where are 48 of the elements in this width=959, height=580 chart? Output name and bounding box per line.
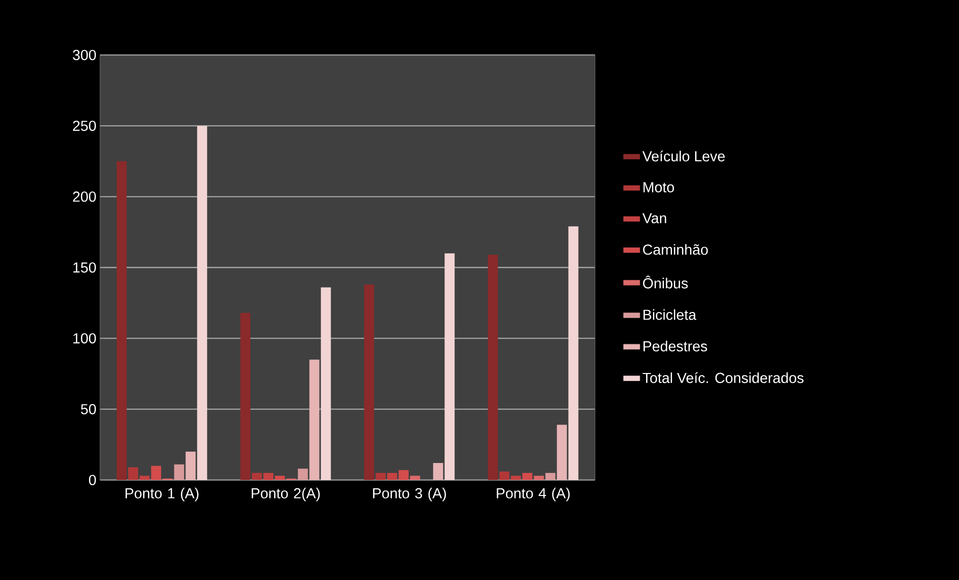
bar bbox=[263, 472, 274, 480]
bar bbox=[433, 463, 444, 480]
bar bbox=[522, 472, 532, 480]
bar bbox=[444, 253, 455, 480]
legend-label: Moto bbox=[644, 182, 674, 192]
legend-label: Total Veíc. Considerados bbox=[642, 372, 804, 384]
y-tick-label: 100 bbox=[73, 333, 96, 344]
bar bbox=[240, 312, 250, 480]
bar bbox=[410, 476, 420, 480]
bar bbox=[488, 254, 498, 480]
bar bbox=[186, 452, 196, 480]
bar bbox=[398, 470, 409, 480]
bar bbox=[128, 467, 138, 480]
legend-label: Ônibus bbox=[643, 276, 688, 288]
bar bbox=[534, 476, 544, 480]
x-tick-label: Ponto 4 (A) bbox=[496, 488, 570, 502]
bar bbox=[510, 476, 521, 480]
bar bbox=[376, 472, 386, 480]
y-tick-label: 50 bbox=[80, 404, 96, 414]
legend-label: Pedestres bbox=[644, 340, 708, 352]
bar bbox=[364, 284, 374, 480]
x-tick-label: Ponto 1 (A) bbox=[126, 488, 198, 502]
legend-label: Van bbox=[642, 213, 666, 224]
bar bbox=[140, 476, 150, 480]
bar bbox=[320, 287, 331, 480]
legend-label: Veículo Leve bbox=[642, 150, 725, 162]
bar bbox=[197, 126, 208, 480]
bar bbox=[499, 472, 510, 480]
bar bbox=[151, 466, 162, 480]
bar bbox=[252, 472, 262, 480]
bar bbox=[568, 226, 578, 480]
bar bbox=[309, 360, 320, 480]
x-tick-label: Ponto 3 (A) bbox=[373, 488, 446, 502]
y-tick-label: 300 bbox=[72, 50, 96, 60]
bar bbox=[116, 161, 127, 480]
legend-label: Bicicleta bbox=[644, 309, 696, 320]
bar bbox=[387, 472, 398, 480]
bar bbox=[298, 468, 308, 480]
y-tick-label: 200 bbox=[73, 192, 96, 202]
y-tick-label: 250 bbox=[73, 120, 96, 131]
y-tick-label: 0 bbox=[88, 474, 96, 486]
bar bbox=[174, 464, 184, 480]
bar bbox=[274, 476, 285, 480]
x-tick-label: Ponto 2(A) bbox=[252, 488, 320, 502]
legend-label: Caminhão bbox=[643, 244, 708, 255]
y-tick-label: 150 bbox=[73, 262, 96, 273]
bar bbox=[556, 424, 567, 480]
bar bbox=[545, 472, 556, 480]
